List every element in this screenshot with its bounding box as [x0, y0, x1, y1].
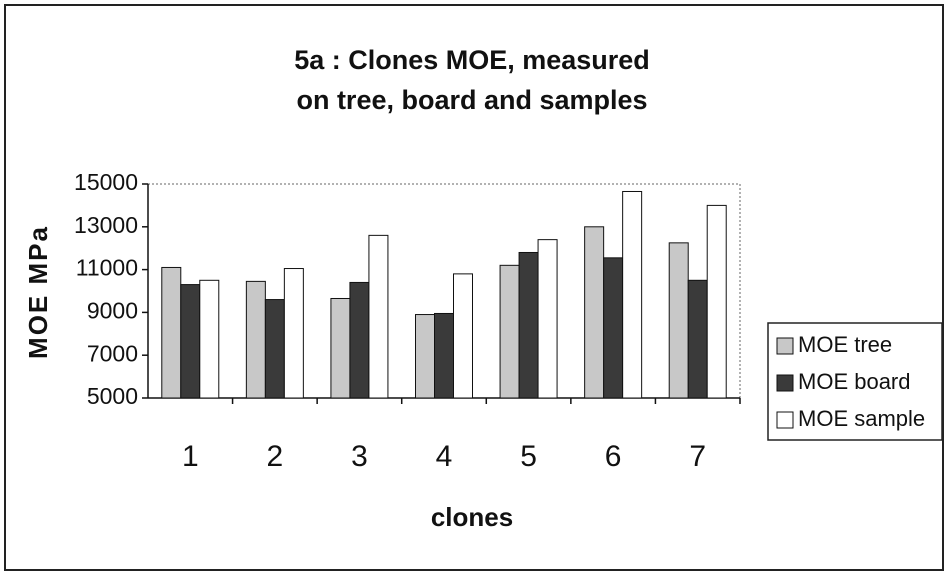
- bar: [349, 281, 370, 399]
- x-tick-label: 4: [436, 440, 453, 473]
- legend-label: MOE sample: [798, 406, 925, 431]
- bar: [368, 234, 389, 399]
- legend-label: MOE tree: [798, 332, 892, 357]
- bar: [180, 284, 201, 399]
- x-tick-label: 3: [351, 440, 368, 473]
- x-tick-label: 2: [267, 440, 284, 473]
- bar: [687, 279, 708, 399]
- y-tick-label: 15000: [74, 169, 138, 195]
- bar: [199, 279, 220, 399]
- chart-title: 5a : Clones MOE, measured: [294, 45, 650, 75]
- bar: [434, 312, 454, 399]
- bar: [415, 314, 435, 399]
- bar: [499, 264, 520, 399]
- x-tick-label: 7: [689, 440, 706, 473]
- y-tick-label: 7000: [87, 340, 138, 366]
- bar: [584, 226, 605, 399]
- legend-swatch: [776, 337, 794, 355]
- bar: [283, 268, 304, 399]
- y-tick-label: 9000: [87, 297, 138, 323]
- bar: [603, 257, 624, 399]
- bar: [518, 251, 539, 399]
- legend-swatch: [776, 374, 794, 392]
- chart-subtitle: on tree, board and samples: [296, 85, 647, 115]
- bar: [245, 280, 266, 399]
- bar: [706, 204, 727, 399]
- bar: [453, 273, 473, 399]
- x-axis-title: clones: [431, 502, 513, 532]
- legend-swatch: [776, 411, 794, 429]
- x-tick-label: 1: [182, 440, 199, 473]
- bar: [668, 242, 689, 399]
- legend: [767, 322, 943, 441]
- bar: [330, 297, 351, 399]
- x-tick-label: 6: [605, 440, 622, 473]
- y-tick-label: 13000: [74, 212, 138, 238]
- legend-label: MOE board: [798, 369, 911, 394]
- bar: [537, 239, 558, 399]
- bar: [161, 266, 182, 399]
- bar: [622, 190, 643, 399]
- y-tick-label: 5000: [87, 383, 138, 409]
- bar: [264, 299, 285, 399]
- x-tick-label: 5: [520, 440, 537, 473]
- y-axis-title: MOE MPa: [23, 225, 53, 359]
- y-tick-label: 11000: [76, 255, 138, 281]
